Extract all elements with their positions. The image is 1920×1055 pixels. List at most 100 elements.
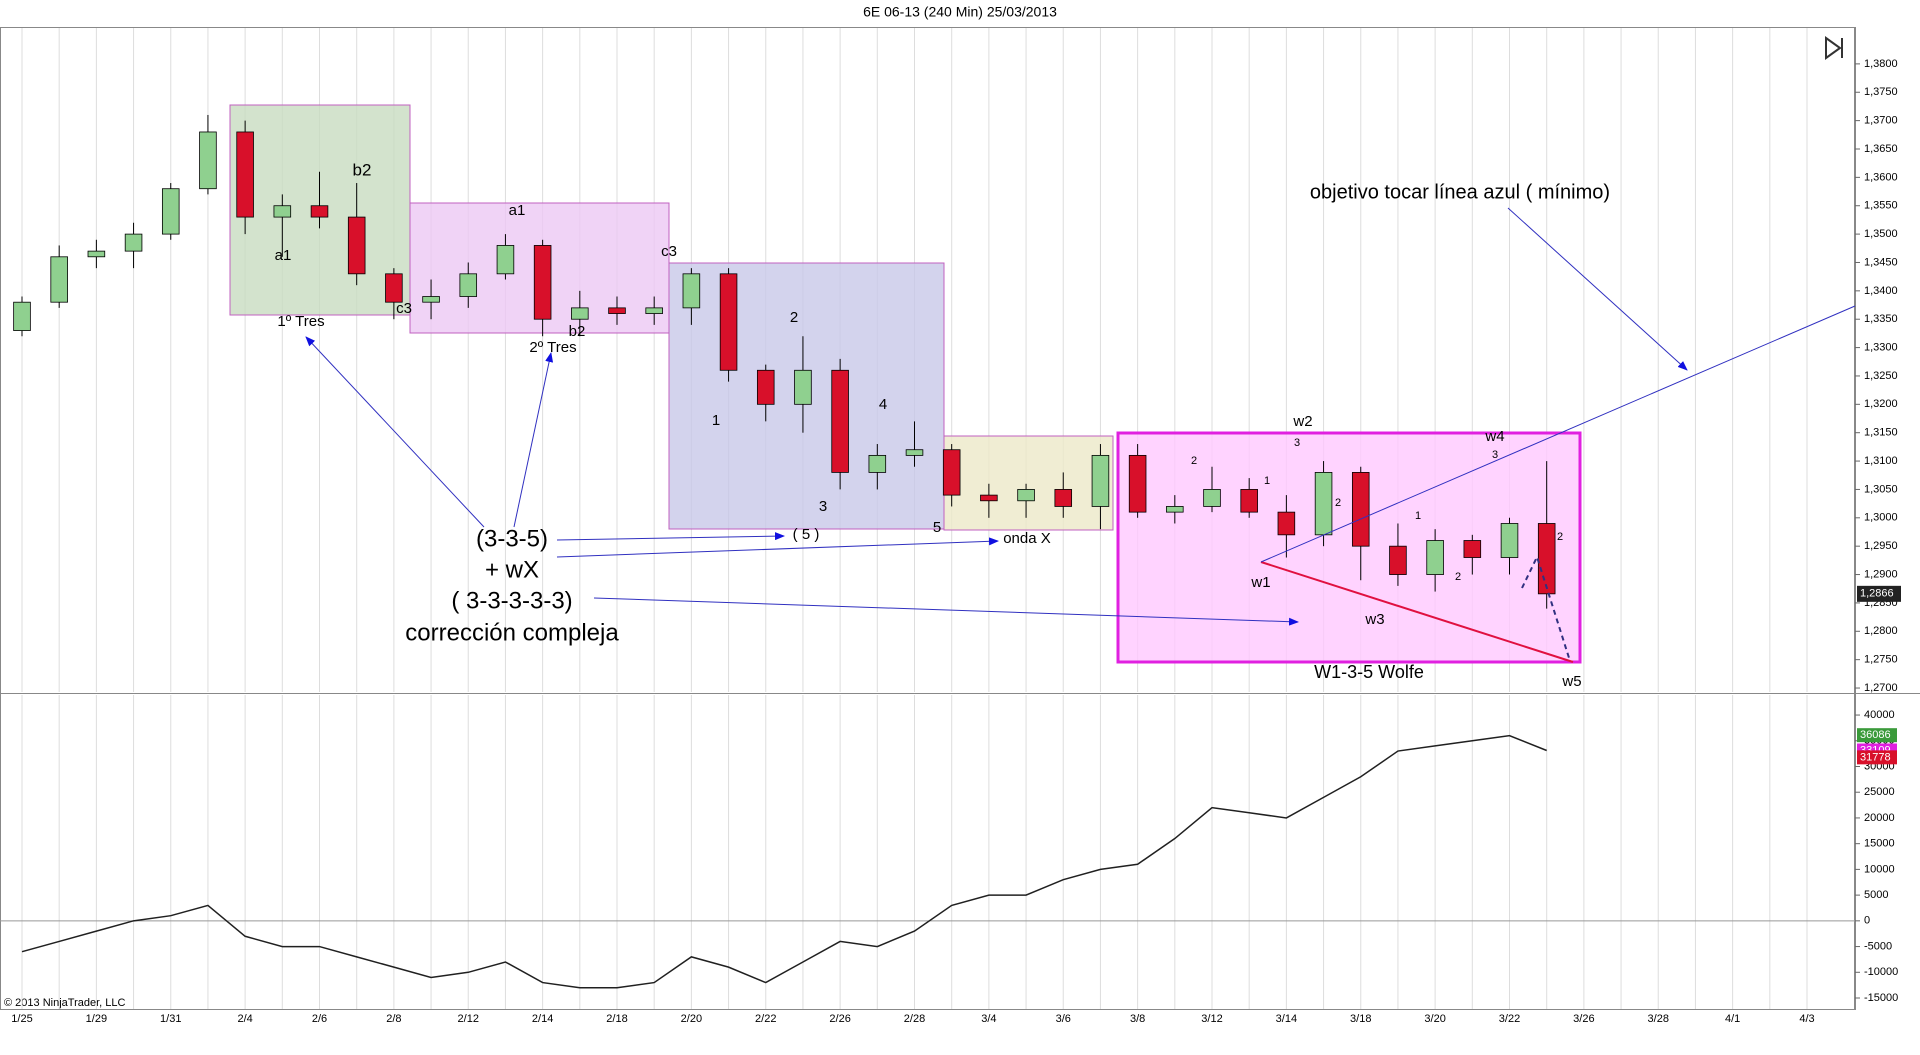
y-tick-label: 1,3500: [1864, 228, 1898, 240]
indicator-badge-label: 31778: [1860, 751, 1891, 763]
candle-body: [645, 307, 663, 314]
candle-body: [199, 131, 217, 190]
candle-body: [1277, 511, 1296, 536]
candle-body: [1389, 545, 1407, 575]
annotation-text: (3-3-5): [476, 525, 548, 552]
y-tick-label: 20000: [1864, 812, 1895, 824]
annotation-text: b2: [569, 323, 586, 340]
x-tick-label: 2/4: [237, 1013, 252, 1025]
y-tick-label: 1,3650: [1864, 143, 1898, 155]
candle-body: [571, 307, 589, 320]
annotation-text: 2: [1191, 455, 1197, 467]
annotation-arrow: [593, 597, 1299, 626]
annotation-text: c3: [396, 300, 412, 317]
indicator-badge: [1857, 728, 1897, 743]
y-tick-label: 1,3800: [1864, 58, 1898, 70]
y-tick-label: 1,3200: [1864, 398, 1898, 410]
indicator-line: [21, 734, 1547, 989]
y-tick-label: 1,3000: [1864, 512, 1898, 524]
candle-body: [161, 188, 180, 235]
y-tick-label: 25000: [1864, 786, 1895, 798]
annotation-text: b2: [353, 160, 372, 179]
candle-body: [905, 449, 924, 456]
annotation-arrow: [556, 537, 999, 558]
y-tick-label: 10000: [1864, 863, 1895, 875]
x-tick-label: 2/14: [532, 1013, 553, 1025]
annotation-text: w3: [1364, 611, 1384, 628]
candle-body: [1054, 489, 1073, 507]
annotation-text: w1: [1250, 574, 1270, 591]
annotation-text: 2: [1455, 571, 1461, 583]
y-tick-label: -15000: [1864, 992, 1898, 1004]
y-tick-label: 0: [1864, 915, 1870, 927]
y-tick-label: 1,3300: [1864, 341, 1898, 353]
annotation-text: c3: [661, 243, 677, 260]
x-tick-label: 3/22: [1499, 1013, 1520, 1025]
play-icon-shape[interactable]: [1825, 36, 1843, 60]
candle-body: [1017, 489, 1035, 502]
overlay-lines: [305, 207, 1856, 663]
target-line: [1260, 305, 1856, 563]
x-tick-label: 1/25: [11, 1013, 32, 1025]
x-tick-label: 3/26: [1573, 1013, 1594, 1025]
y-tick-label: 1,2950: [1864, 540, 1898, 552]
annotation-text: 1º Tres: [277, 313, 324, 330]
indicator-badge: [1857, 750, 1897, 765]
y-tick-label: 1,3450: [1864, 256, 1898, 268]
candle-body: [347, 216, 366, 275]
y-tick-label: 1,3700: [1864, 115, 1898, 127]
candle-body: [13, 301, 31, 331]
x-tick-label: 3/12: [1201, 1013, 1222, 1025]
candle-body: [719, 273, 738, 371]
annotation-text: onda X: [1003, 530, 1051, 547]
x-tick-label: 2/12: [458, 1013, 479, 1025]
wolfe-line: [1260, 561, 1574, 663]
candle-body: [1463, 540, 1482, 558]
candle-body: [1128, 454, 1147, 513]
x-tick-label: 3/28: [1648, 1013, 1669, 1025]
candle-body: [1314, 472, 1333, 536]
annotation-text: corrección compleja: [405, 619, 619, 646]
annotation-text: W1-3-5 Wolfe: [1314, 662, 1424, 682]
candle-body: [422, 296, 440, 303]
x-tick-label: 1/29: [86, 1013, 107, 1025]
candle-body: [868, 454, 887, 473]
annotation-text: a1: [275, 247, 292, 264]
play-icon[interactable]: [1825, 36, 1843, 60]
projection-path: [1521, 554, 1571, 662]
last-price-badge: [1857, 585, 1901, 602]
y-tick-label: 1,3550: [1864, 200, 1898, 212]
candle-body: [496, 245, 515, 275]
x-tick-label: 2/18: [606, 1013, 627, 1025]
chart-title: 6E 06-13 (240 Min) 25/03/2013: [863, 4, 1057, 20]
y-tick-label: -5000: [1864, 940, 1892, 952]
y-tick-label: 1,3600: [1864, 171, 1898, 183]
candle-body: [1500, 523, 1519, 558]
annotation-arrow: [305, 336, 485, 528]
annotation-text: 2: [790, 309, 798, 326]
y-tick-label: 1,3100: [1864, 455, 1898, 467]
annotation-text: w5: [1561, 673, 1581, 690]
annotation-arrow: [1507, 207, 1688, 371]
candle-body: [831, 369, 849, 473]
candle-body: [310, 205, 329, 218]
plot-frame: [0, 27, 1855, 1010]
x-tick-label: 3/4: [981, 1013, 996, 1025]
y-tick-label: 1,2750: [1864, 654, 1898, 666]
indicator-badge-label: 36086: [1860, 729, 1891, 741]
annotation-text: w4: [1484, 428, 1504, 445]
x-tick-label: 3/18: [1350, 1013, 1371, 1025]
candle-body: [385, 273, 403, 303]
candle-body: [682, 273, 701, 309]
candle-body: [756, 369, 775, 405]
annotation-text: 1: [712, 412, 720, 429]
y-tick-label: 1,2900: [1864, 568, 1898, 580]
x-tick-label: 2/28: [904, 1013, 925, 1025]
y-tick-label: 1,3400: [1864, 285, 1898, 297]
candle-body: [1240, 489, 1258, 513]
annotation-text: ( 5 ): [793, 526, 820, 543]
annotation-text: objetivo tocar línea azul ( mínimo): [1310, 181, 1610, 203]
annotation-text: 1: [1264, 475, 1270, 487]
y-tick-label: -10000: [1864, 966, 1898, 978]
annotation-text: 1: [1415, 510, 1421, 522]
